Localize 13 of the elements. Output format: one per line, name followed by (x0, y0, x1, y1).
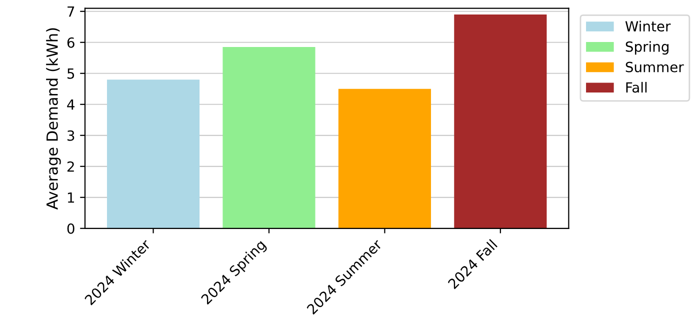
y-tick-label: 0 (67, 223, 74, 234)
legend-label: Fall (626, 82, 647, 93)
y-tick-label: 2 (67, 161, 74, 172)
legend-label: Summer (626, 62, 684, 72)
y-tick-label: 7 (68, 6, 74, 17)
y-tick-label: 4 (67, 100, 74, 110)
y-tick-label: 1 (68, 192, 74, 203)
y-tick-label: 5 (68, 68, 74, 79)
legend-label: Winter (625, 20, 671, 32)
legend-label: Spring (626, 41, 668, 55)
y-tick-label: 3 (67, 130, 74, 141)
y-tick-label: 6 (67, 37, 74, 48)
y-axis-title: Average Demand (kWh) (46, 28, 61, 210)
